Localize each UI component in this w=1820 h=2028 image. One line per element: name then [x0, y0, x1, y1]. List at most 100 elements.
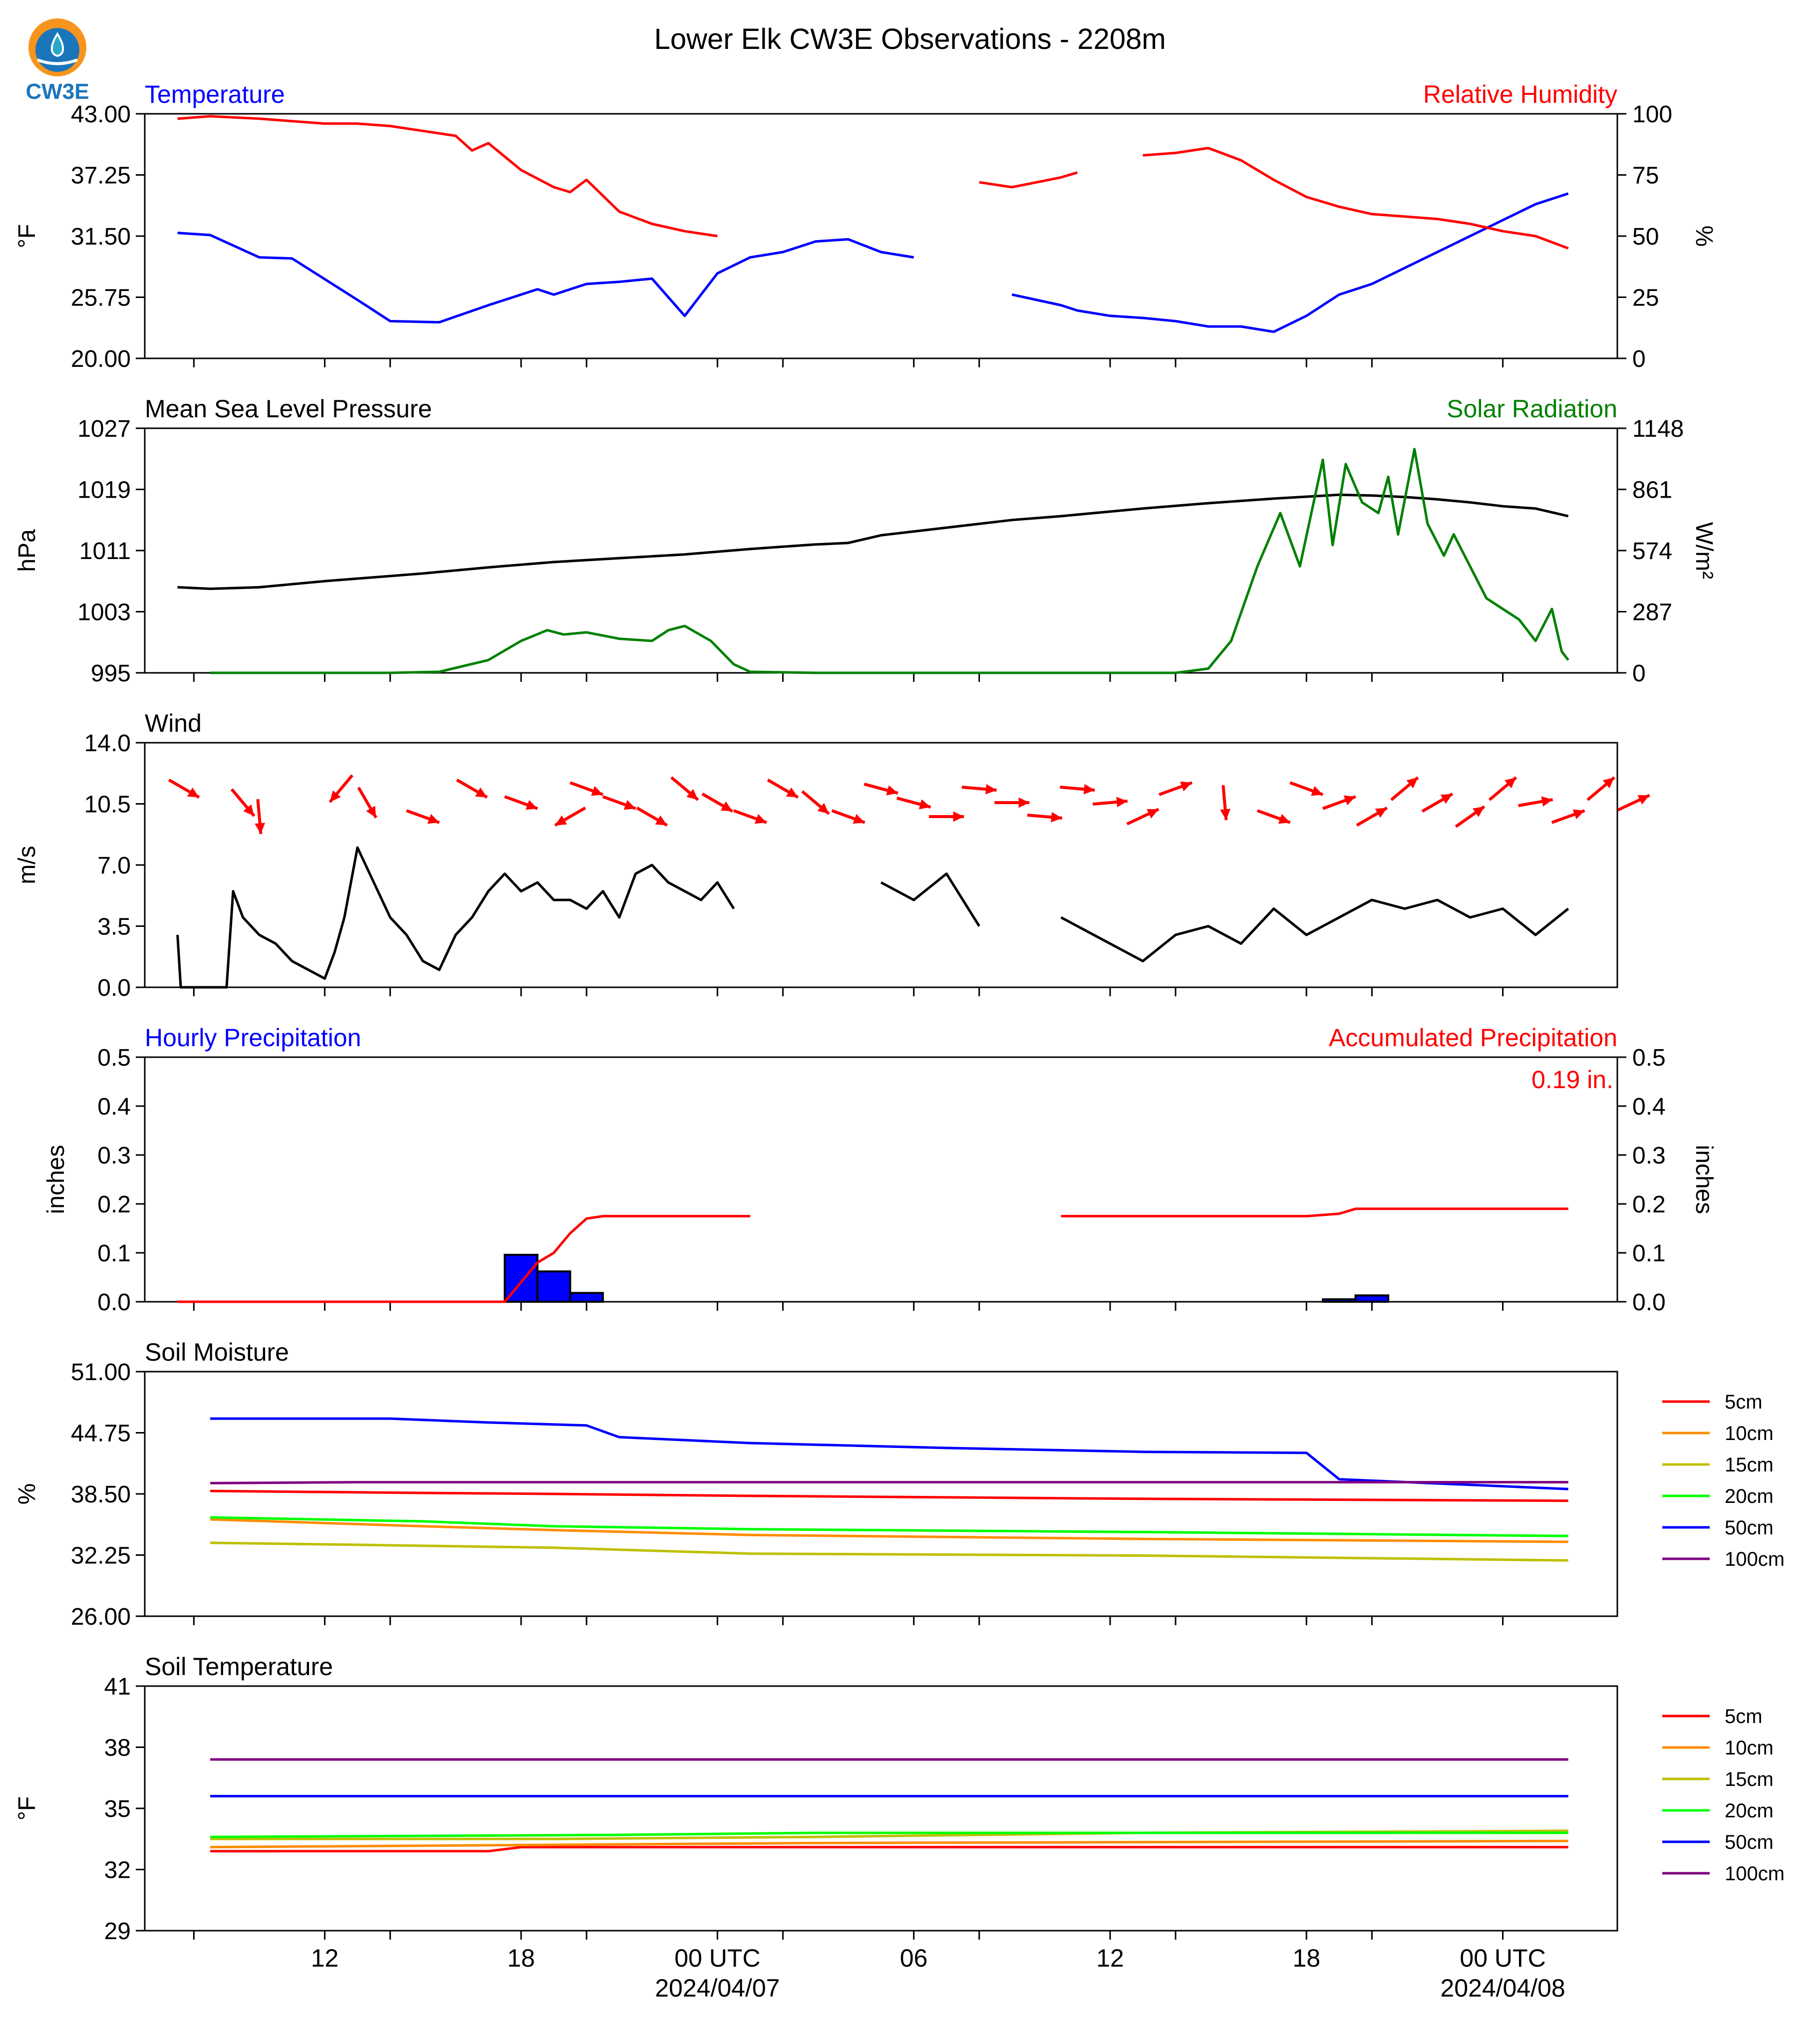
- y-right-tick-label: 50: [1632, 224, 1659, 250]
- series-5cm: [210, 1846, 1568, 1853]
- wind-arrow: [357, 787, 377, 819]
- panel-2: Mean Sea Level Pressure Solar Radiation 10…: [14, 395, 1717, 687]
- x-tick-label: 00 UTC: [674, 1944, 760, 1972]
- panel-left-title: Mean Sea Level Pressure: [145, 395, 432, 423]
- y-axis-label: hPa: [14, 529, 40, 572]
- series-line: [177, 115, 718, 238]
- series-50cm: [210, 1417, 1568, 1490]
- wind-arrow: [767, 778, 799, 799]
- series-accumulated-precipitation: [177, 1207, 1568, 1303]
- series-line: [210, 1839, 1568, 1849]
- wind-arrow-head: [1083, 784, 1095, 795]
- y-tick-label: 7.0: [97, 853, 131, 879]
- y-right-axis-label: inches: [1691, 1145, 1717, 1214]
- panel-right-title: Relative Humidity: [1423, 80, 1617, 108]
- chart-title: Lower Elk CW3E Observations - 2208m: [654, 23, 1166, 55]
- wind-arrow-head: [366, 806, 376, 818]
- wind-arrow-head: [686, 789, 698, 800]
- y-tick-label: 37.25: [71, 163, 131, 189]
- wind-arrow-head: [918, 799, 931, 810]
- wind-arrow: [1356, 806, 1388, 827]
- wind-arrow: [1421, 792, 1454, 813]
- x-tick-label: 12: [311, 1944, 339, 1972]
- y-tick-label: 38.50: [71, 1481, 131, 1508]
- wind-arrow-head: [1018, 797, 1030, 808]
- wind-arrow: [1220, 785, 1230, 821]
- y-axis-label: %: [14, 1483, 40, 1505]
- series-line: [1061, 1207, 1568, 1217]
- legend-label: 10cm: [1725, 1737, 1774, 1759]
- y-right-tick-label: 0: [1632, 660, 1646, 687]
- wind-arrow-head: [1051, 812, 1062, 823]
- series-line: [210, 1831, 1568, 1838]
- wind-arrow-head: [427, 814, 440, 824]
- wind-arrow-head: [1375, 808, 1387, 818]
- y-right-tick-label: 100: [1632, 101, 1672, 128]
- wind-arrow-head: [555, 815, 567, 826]
- wind-arrow-head: [786, 787, 798, 798]
- x-date-label: 2024/04/08: [1440, 1974, 1565, 2002]
- panel-left-title: Temperature: [145, 80, 285, 108]
- y-tick-label: 51.00: [71, 1359, 131, 1386]
- panel-4: Hourly Precipitation Accumulated Precipit…: [43, 1024, 1717, 1316]
- series-line: [210, 1481, 1568, 1484]
- wind-arrow: [230, 788, 256, 817]
- precip-bar: [569, 1292, 604, 1303]
- y-tick-label: 26.00: [71, 1604, 131, 1630]
- wind-arrow: [456, 778, 488, 799]
- wind-arrow: [801, 790, 830, 815]
- wind-arrow-head: [1116, 797, 1128, 808]
- legend-label: 5cm: [1725, 1391, 1763, 1413]
- wind-arrow: [733, 809, 767, 824]
- y-tick-label: 1019: [77, 477, 131, 504]
- y-tick-label: 3.5: [97, 914, 131, 940]
- panel-left-title: Soil Moisture: [145, 1338, 289, 1366]
- series-line: [210, 1417, 1568, 1490]
- wind-arrow-head: [1278, 814, 1290, 824]
- wind-arrow: [994, 797, 1030, 808]
- panel-frame: [144, 113, 1618, 359]
- wind-arrow-head: [1220, 809, 1230, 820]
- panel-left-title: Wind: [145, 709, 202, 737]
- wind-arrow: [1390, 776, 1419, 801]
- legend-label: 20cm: [1725, 1800, 1774, 1822]
- legend-label: 100cm: [1725, 1548, 1785, 1570]
- wind-arrow: [602, 795, 636, 810]
- y-axis-label: °F: [14, 1796, 40, 1821]
- wind-arrow: [1126, 808, 1160, 826]
- wind-arrow: [1455, 805, 1486, 828]
- wind-arrow-head: [985, 784, 997, 795]
- y-tick-label: 43.00: [71, 101, 131, 128]
- series-10cm: [210, 1518, 1568, 1543]
- y-axis-label: °F: [14, 224, 40, 249]
- y-tick-label: 29: [104, 1918, 131, 1945]
- series-line: [1011, 192, 1569, 333]
- series-line: [1060, 898, 1569, 962]
- wind-arrow-head: [1147, 809, 1159, 819]
- wind-arrow-head: [886, 785, 898, 796]
- x-tick-label: 18: [507, 1944, 535, 1972]
- panel-frame: [144, 1371, 1618, 1617]
- legend-label: 50cm: [1725, 1831, 1774, 1853]
- panels: Temperature Relative Humidity 43.00 37.25 31…: [14, 80, 1785, 2002]
- series-100cm: [210, 1481, 1568, 1484]
- panel-frame: [144, 1056, 1618, 1303]
- wind-arrow: [1289, 781, 1324, 796]
- y-right-tick-label: 0: [1632, 346, 1646, 372]
- series-line: [1143, 147, 1569, 250]
- legend-label: 15cm: [1725, 1454, 1774, 1476]
- y-tick-label: 35: [104, 1796, 131, 1822]
- y-right-tick-label: 0.4: [1632, 1094, 1666, 1120]
- series-line: [210, 1541, 1568, 1562]
- y-tick-label: 995: [91, 660, 131, 687]
- legend: 5cm 10cm 15cm 20cm 50cm 100cm: [1662, 1391, 1785, 1570]
- series-line: [177, 493, 1569, 590]
- wind-arrow: [504, 795, 538, 810]
- series-wind-speed: [176, 846, 1569, 989]
- wind-arrow-head: [853, 814, 865, 824]
- precip-bar: [536, 1270, 572, 1303]
- y-tick-label: 25.75: [71, 285, 131, 311]
- legend-label: 15cm: [1725, 1768, 1774, 1790]
- y-tick-label: 0.2: [97, 1191, 131, 1218]
